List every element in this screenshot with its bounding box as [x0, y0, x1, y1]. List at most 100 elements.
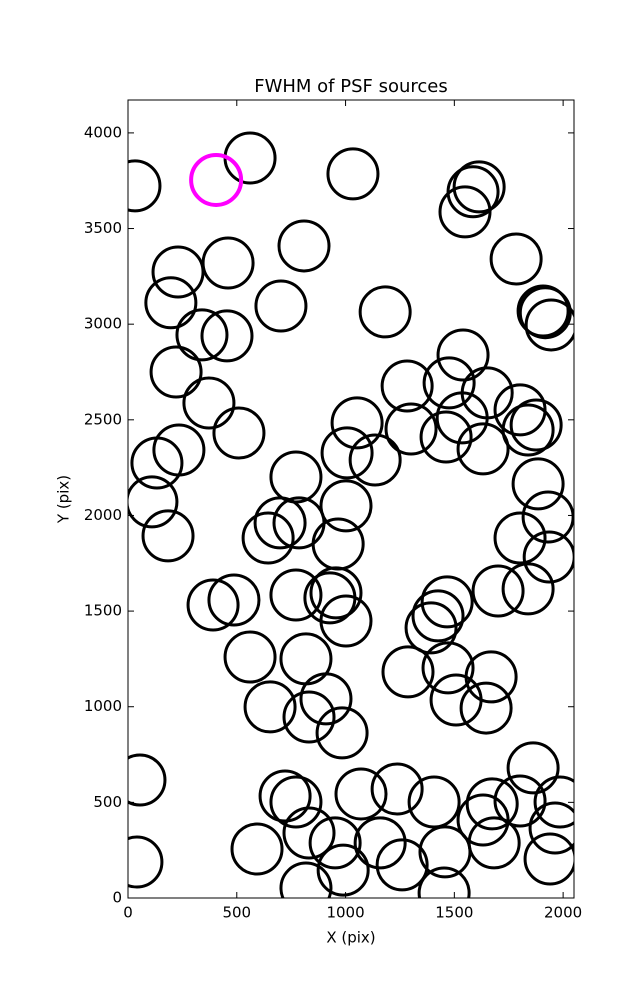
x-tick-label: 0 [123, 904, 133, 922]
source-circle [493, 774, 547, 828]
source-circle [493, 511, 547, 565]
source-circle [223, 131, 277, 185]
x-tick-label: 500 [222, 904, 251, 922]
source-circle [348, 433, 402, 487]
source-circle [429, 673, 483, 727]
source-circle [282, 690, 336, 744]
source-circle [358, 285, 412, 339]
source-circle [212, 406, 266, 460]
source-circle [309, 566, 363, 620]
source-circle [151, 245, 205, 299]
source-circle [308, 816, 362, 870]
source-circle [320, 426, 374, 480]
chart-title: FWHM of PSF sources [254, 76, 448, 97]
source-circle [311, 517, 365, 571]
source-circle [353, 816, 407, 870]
source-circle [404, 601, 458, 655]
source-circle [223, 630, 277, 684]
source-circle [315, 706, 369, 760]
source-circle [130, 436, 184, 490]
source-circle [241, 511, 295, 565]
source-circle [509, 398, 563, 452]
source-circle [407, 775, 461, 829]
source-circle [456, 793, 510, 847]
source-circle [258, 769, 312, 823]
source-circle [299, 672, 353, 726]
source-circle [175, 308, 229, 362]
source-circle [370, 762, 424, 816]
source-circle [467, 816, 521, 870]
source-circle [189, 152, 244, 207]
source-circle [511, 457, 565, 511]
y-tick-label: 1000 [84, 697, 122, 715]
source-circle [253, 496, 307, 550]
source-circle [128, 835, 164, 889]
source-circle [471, 564, 525, 618]
y-tick-label: 2000 [84, 506, 122, 524]
source-circle [149, 345, 203, 399]
source-circle [128, 159, 162, 213]
x-tick-label: 2000 [544, 904, 582, 922]
source-circle [200, 309, 254, 363]
source-circle [326, 147, 380, 201]
source-circle [421, 641, 475, 695]
source-circle [523, 832, 574, 886]
source-circle [516, 284, 570, 338]
source-circle [420, 575, 474, 629]
y-tick-label: 500 [93, 793, 122, 811]
source-circle [518, 286, 572, 340]
y-axis-label: Y (pix) [55, 475, 73, 524]
x-tick-label: 1000 [326, 904, 364, 922]
source-circle [465, 777, 519, 831]
source-circle [521, 490, 574, 544]
source-circle [207, 573, 261, 627]
source-circle [528, 801, 574, 855]
source-circle [319, 594, 373, 648]
source-circle [334, 767, 388, 821]
source-circle [422, 356, 476, 410]
source-circle [182, 376, 236, 430]
source-circle [269, 775, 323, 829]
x-axis-label: X (pix) [326, 929, 375, 947]
source-circle [533, 775, 574, 829]
source-circle [279, 632, 333, 686]
y-tick-label: 1500 [84, 602, 122, 620]
source-circle [128, 475, 179, 529]
source-circle [501, 403, 555, 457]
y-tick-label: 3000 [84, 315, 122, 333]
source-circle [128, 753, 167, 807]
source-circle [452, 160, 506, 214]
source-circle [144, 276, 198, 330]
source-circle [186, 578, 240, 632]
y-tick-label: 0 [112, 889, 122, 907]
source-circle [201, 236, 255, 290]
source-circle [230, 822, 284, 876]
x-tick-label: 1500 [435, 904, 473, 922]
plot-area [128, 131, 574, 898]
source-circle [375, 838, 429, 892]
source-circle [282, 806, 336, 860]
source-circle [243, 680, 297, 734]
source-circle [446, 165, 500, 219]
source-circle [436, 328, 490, 382]
source-circle [411, 589, 465, 643]
source-circle [254, 279, 308, 333]
source-circle [279, 861, 333, 898]
source-circle [141, 509, 195, 563]
source-circle [489, 232, 543, 286]
source-circle [381, 645, 435, 699]
source-circle [316, 843, 370, 897]
source-circle [456, 422, 510, 476]
source-circle [384, 402, 438, 456]
source-circle [417, 866, 471, 898]
source-circle [380, 359, 434, 413]
source-circle [277, 219, 331, 273]
source-circle [269, 568, 323, 622]
source-circle [319, 479, 373, 533]
axes-frame [127, 99, 575, 899]
source-circle [506, 741, 560, 795]
source-circle [522, 530, 574, 584]
source-circle [459, 681, 513, 735]
y-tick-label: 3500 [84, 219, 122, 237]
source-circle [419, 410, 473, 464]
